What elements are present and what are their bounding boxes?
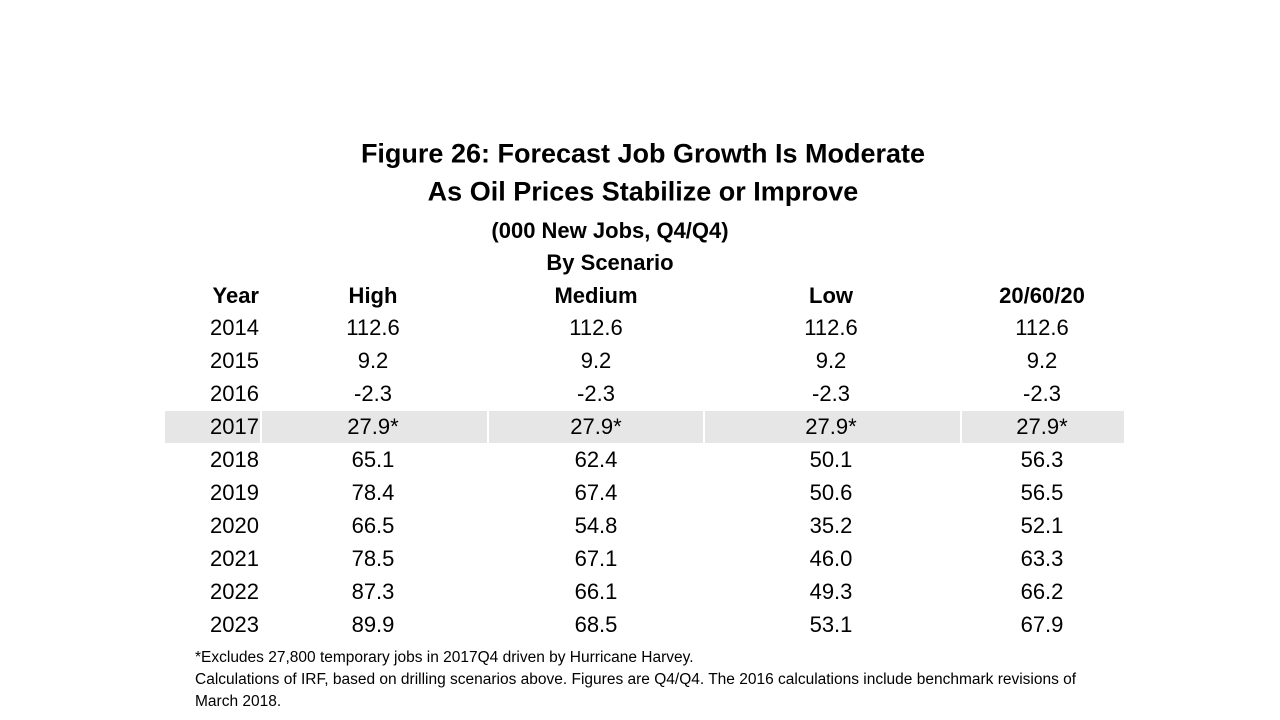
cell: 27.9* [805, 414, 857, 439]
cell: 50.6 [809, 480, 853, 505]
row-highlight [489, 411, 703, 443]
group-label: By Scenario [546, 250, 674, 275]
cell: 56.5 [1020, 480, 1064, 505]
cell: 112.6 [804, 315, 858, 340]
cell: 53.1 [809, 612, 853, 637]
cell: 112.6 [1015, 315, 1069, 340]
notes: *Excludes 27,800 temporary jobs in 2017Q… [195, 647, 1095, 713]
cell: 27.9* [347, 414, 399, 439]
row-label: 2019 [210, 480, 259, 505]
cell: 67.4 [574, 480, 618, 505]
row-label: 2015 [210, 348, 259, 373]
cell: 78.5 [351, 546, 395, 571]
title: As Oil Prices Stabilize or Improve [427, 176, 859, 207]
row-label: 2016 [210, 381, 259, 406]
cell: 66.5 [351, 513, 395, 538]
cell: -2.3 [354, 381, 392, 406]
cell: 50.1 [809, 447, 853, 472]
row-highlight [962, 411, 1124, 443]
cell: 67.9 [1020, 612, 1064, 637]
row-highlight [165, 411, 260, 443]
column-header: 20/60/20 [999, 283, 1085, 308]
column-header: Low [809, 283, 853, 308]
cell: 56.3 [1020, 447, 1064, 472]
row-label: 2017 [210, 414, 259, 439]
cell: 68.5 [574, 612, 618, 637]
cell: 9.2 [357, 348, 389, 373]
cell: 66.2 [1020, 579, 1064, 604]
cell: 49.3 [809, 579, 853, 604]
cell: -2.3 [1023, 381, 1061, 406]
note: *Excludes 27,800 temporary jobs in 2017Q… [195, 649, 694, 666]
cell: 27.9* [570, 414, 622, 439]
cell: 67.1 [574, 546, 618, 571]
cell: 52.1 [1020, 513, 1064, 538]
row-label: 2022 [210, 579, 259, 604]
cell: 9.2 [580, 348, 612, 373]
cell: 65.1 [351, 447, 395, 472]
row-label: 2018 [210, 447, 259, 472]
cell: 54.8 [574, 513, 618, 538]
note: Calculations of IRF, based on drilling s… [195, 671, 1077, 710]
cell: 9.2 [1026, 348, 1058, 373]
cell: 62.4 [574, 447, 618, 472]
cell: -2.3 [812, 381, 850, 406]
cell: 66.1 [574, 579, 618, 604]
cell: 78.4 [351, 480, 395, 505]
row-label: 2021 [210, 546, 259, 571]
row-highlight [705, 411, 960, 443]
subtitle: (000 New Jobs, Q4/Q4) [491, 218, 729, 243]
cell: 112.6 [346, 315, 400, 340]
row-label: 2014 [210, 315, 259, 340]
cell: 87.3 [351, 579, 395, 604]
column-header: Year [212, 283, 260, 308]
cell: 35.2 [809, 513, 853, 538]
row-label: 2020 [210, 513, 259, 538]
cell: 27.9* [1016, 414, 1068, 439]
cell: 112.6 [569, 315, 623, 340]
row-label: 2023 [210, 612, 259, 637]
cell: -2.3 [577, 381, 615, 406]
cell: 46.0 [809, 546, 853, 571]
column-header: High [348, 283, 398, 308]
cell: 9.2 [815, 348, 847, 373]
column-header: Medium [554, 283, 638, 308]
cell: 89.9 [351, 612, 395, 637]
row-highlight [262, 411, 487, 443]
title: Figure 26: Forecast Job Growth Is Modera… [360, 138, 926, 169]
cell: 63.3 [1020, 546, 1064, 571]
